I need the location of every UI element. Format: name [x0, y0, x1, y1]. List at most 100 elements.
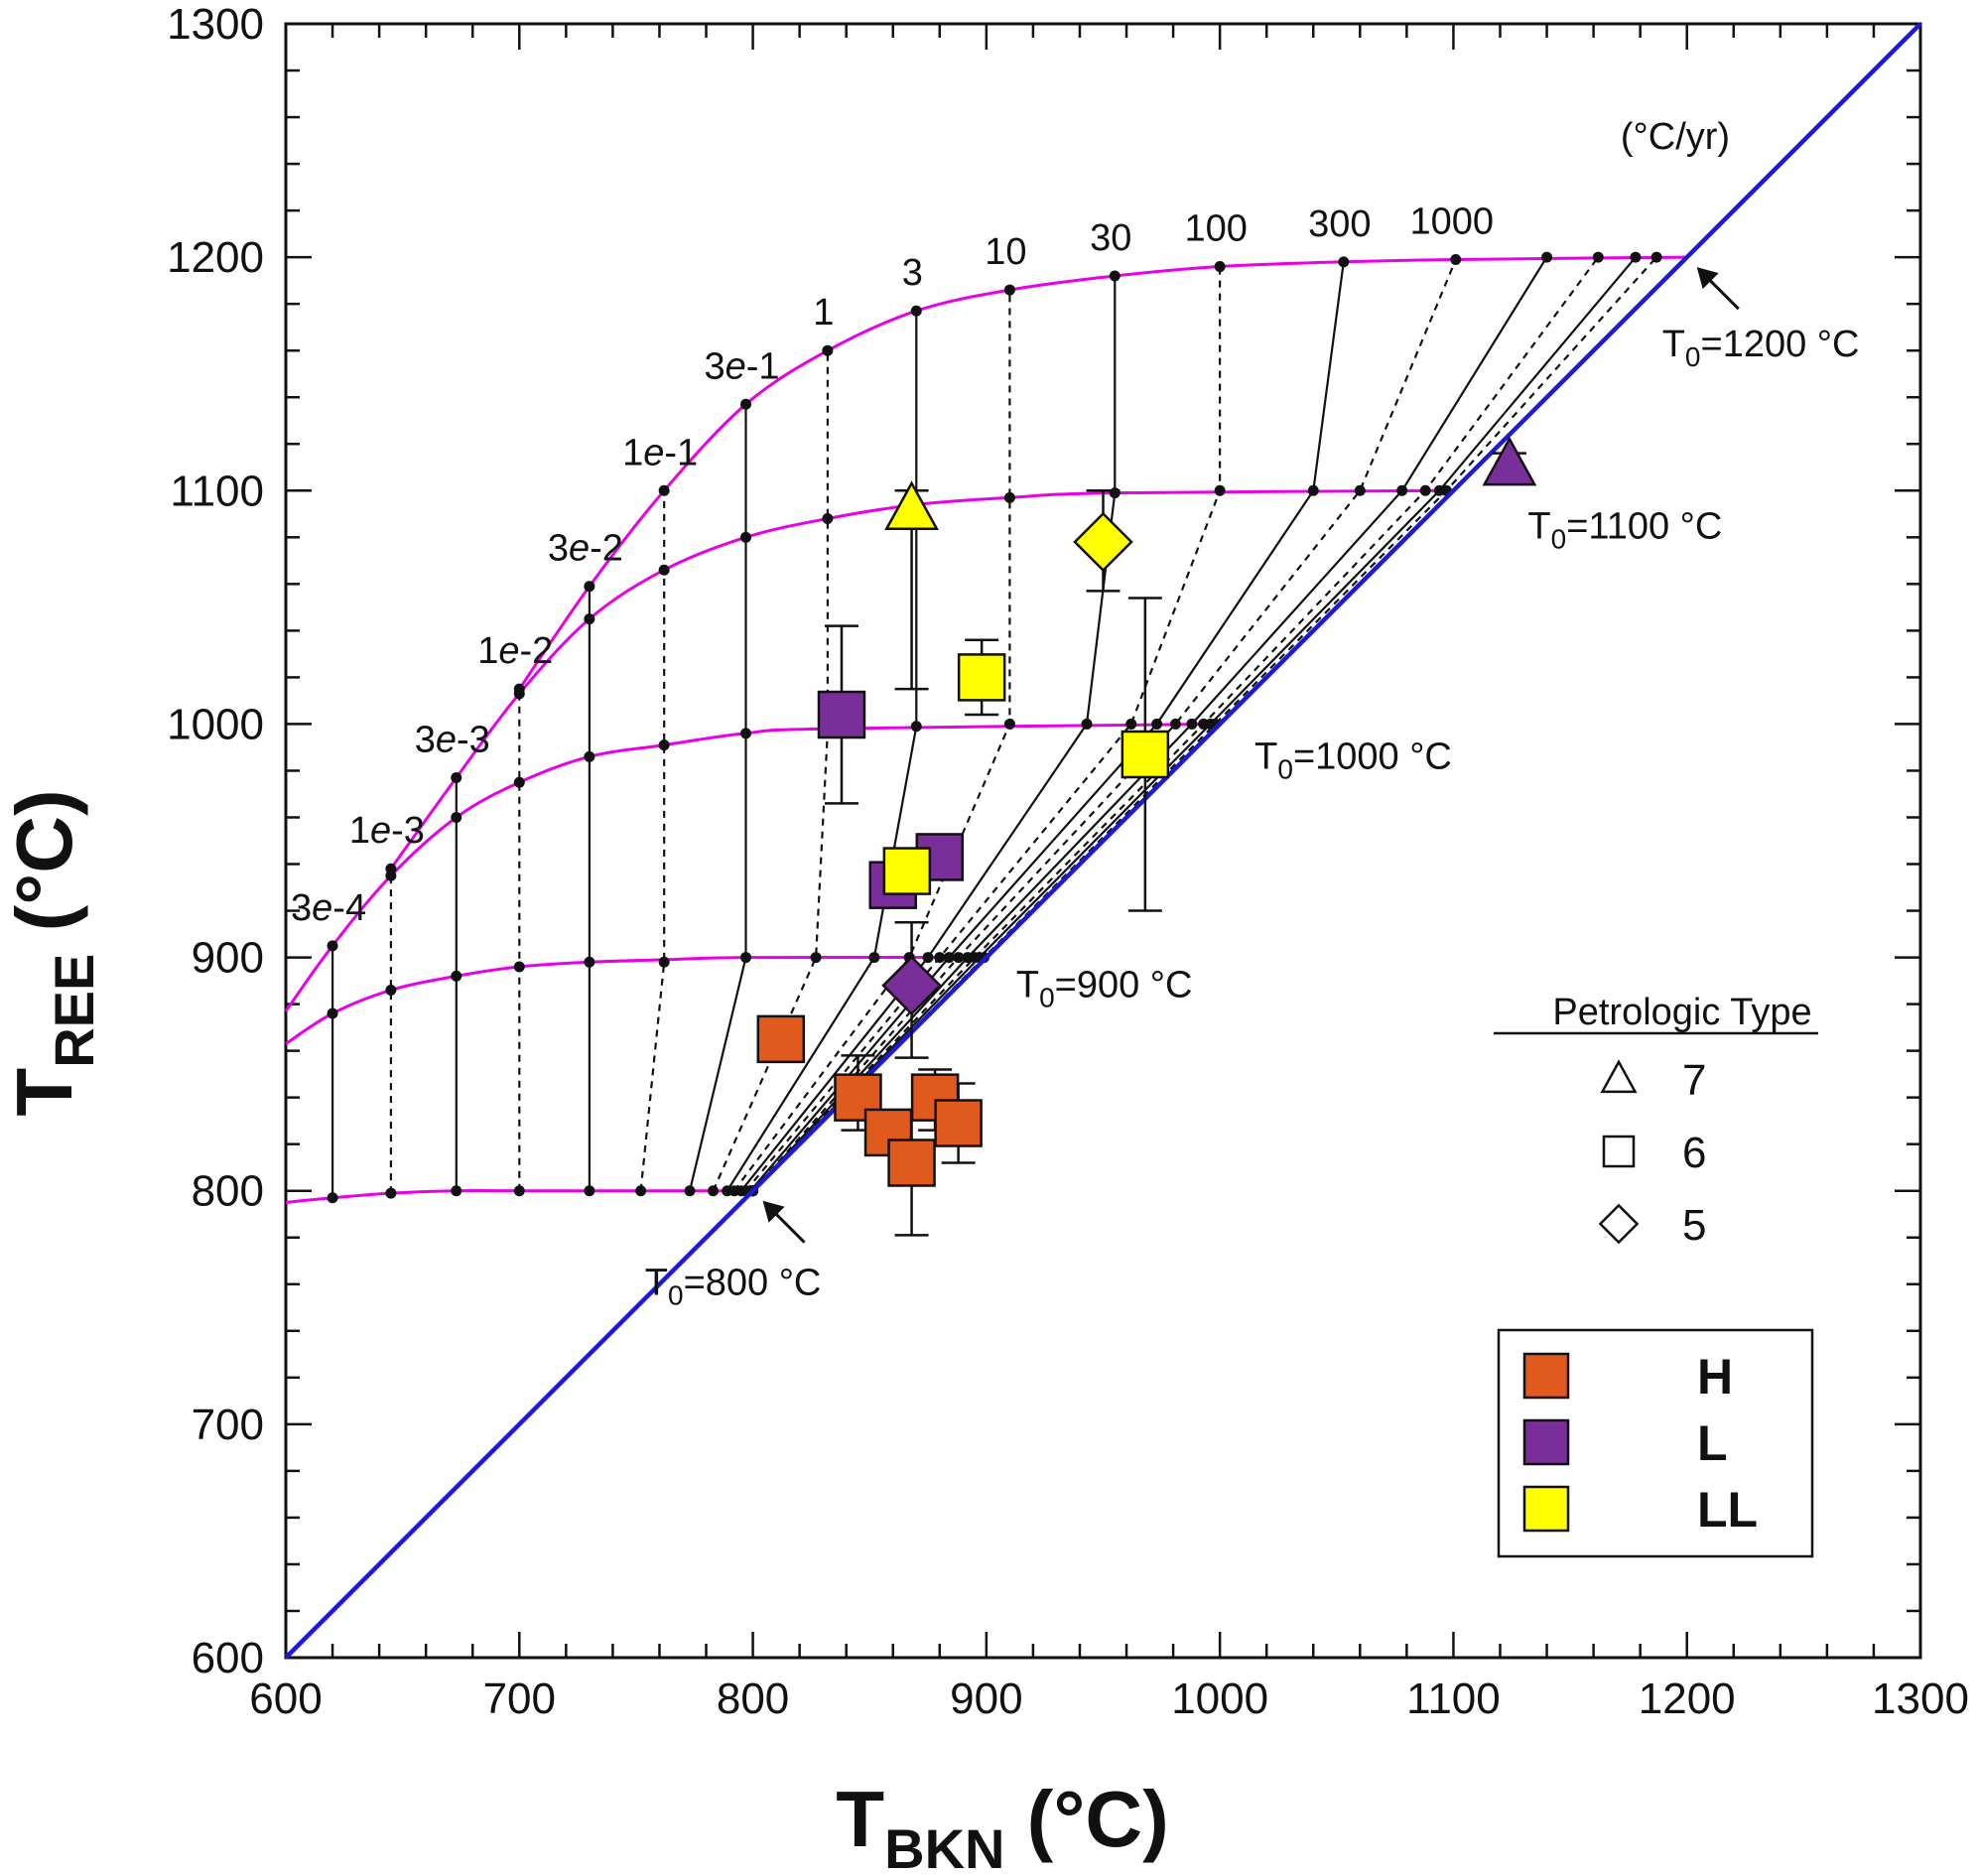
- grid-node: [385, 863, 397, 874]
- cooling-rate-curve: [751, 259, 1457, 1192]
- isotherm-curve-900: [285, 955, 987, 1045]
- cooling-rate-label: 3e-4: [291, 887, 366, 929]
- grid-node: [868, 952, 880, 964]
- cooling-rate-label: 3: [902, 252, 923, 294]
- legend-marker-diamond: [1598, 1203, 1640, 1245]
- grid-node: [658, 564, 670, 576]
- petrologic-type-legend-entries: 7 6 5: [1598, 1056, 1706, 1250]
- isotherm-curve-1200: [518, 255, 1687, 691]
- cooling-rate-curve: [744, 266, 1222, 1192]
- grid-node: [658, 484, 670, 496]
- legend-group-label: H: [1697, 1349, 1733, 1405]
- t0-label-1200: T0=1200 °C: [1662, 324, 1860, 372]
- x-axis-title-sub: BKN: [884, 1817, 1004, 1876]
- cooling-rate-label: 3e-1: [704, 345, 779, 387]
- grid-node: [584, 581, 595, 593]
- grid-node: [451, 772, 462, 784]
- one-to-one-line: [284, 22, 1922, 1660]
- grid-node: [1214, 261, 1226, 273]
- y-tick-label: 900: [192, 934, 264, 983]
- y-tick-label: 1000: [167, 700, 264, 748]
- sample-marker-l: [881, 955, 942, 1016]
- grid-node: [1125, 718, 1137, 730]
- one-to-one-line-layer: [284, 22, 1922, 1660]
- cooling-rate-label: 30: [1090, 217, 1131, 259]
- sample-marker-l: [1482, 436, 1537, 486]
- legend-swatch-l: [1522, 1418, 1570, 1466]
- grid-node: [1592, 251, 1604, 263]
- sample-markers-layer: [756, 436, 1537, 1187]
- grid-node: [922, 952, 934, 964]
- grid-node: [513, 683, 525, 695]
- x-axis-title-unit: (°C): [1004, 1775, 1168, 1863]
- t0-labels-layer: T0=800 °C T0=900 °C T0=1000 °C T0=1100 °C T0…: [645, 267, 1860, 1311]
- y-axis-title-main: T: [0, 1068, 88, 1117]
- x-tick-label: 1300: [1872, 1675, 1969, 1723]
- grid-node: [327, 1007, 338, 1019]
- sample-marker-h: [887, 1139, 936, 1187]
- grid-node: [1109, 270, 1121, 282]
- grid-node: [1630, 251, 1642, 263]
- grid-node: [810, 952, 822, 964]
- cooling-rate-label: 1000: [1410, 201, 1495, 242]
- grid-node: [1151, 718, 1163, 730]
- y-axis-title: TREE (°C): [0, 789, 105, 1116]
- grid-node: [1003, 718, 1015, 730]
- grid-node: [1650, 251, 1662, 263]
- grid-node: [740, 398, 752, 410]
- grid-node: [1307, 484, 1319, 496]
- grid-node: [822, 513, 834, 525]
- grid-node: [584, 1185, 595, 1197]
- t0-label-800: T0=800 °C: [645, 1263, 822, 1311]
- legend-group-label: LL: [1697, 1482, 1758, 1538]
- petrologic-type-legend: Petrologic Type 7 6 5: [1494, 992, 1818, 1250]
- grid-node: [451, 1185, 462, 1197]
- grid-node: [327, 1192, 338, 1204]
- sample-marker-ll: [882, 847, 932, 895]
- grid-node: [1214, 484, 1226, 496]
- grid-node: [1003, 284, 1015, 296]
- grid-node: [822, 344, 834, 356]
- x-axis-title-main: T: [836, 1775, 884, 1863]
- grid-node: [740, 728, 752, 739]
- legend-type-label: 5: [1682, 1201, 1706, 1250]
- legend-marker-triangle: [1600, 1059, 1638, 1094]
- grid-node: [658, 956, 670, 968]
- t0-arrow-head: [1696, 267, 1719, 290]
- grid-node: [1354, 484, 1366, 496]
- grid-node: [1186, 718, 1198, 730]
- grid-node: [513, 961, 525, 973]
- grid-node: [451, 811, 462, 823]
- t0-label-900: T0=900 °C: [1016, 965, 1193, 1013]
- legend-type-label: 7: [1682, 1056, 1706, 1105]
- cooling-rate-label: 300: [1308, 203, 1371, 245]
- y-tick-label: 1100: [170, 467, 264, 515]
- x-tick-label: 900: [950, 1675, 1022, 1723]
- petrologic-type-legend-title: Petrologic Type: [1552, 992, 1811, 1033]
- sample-marker-l: [817, 690, 866, 739]
- grid-node: [327, 940, 338, 952]
- cooling-rate-curve: [751, 256, 1657, 1192]
- x-tick-label: 800: [717, 1675, 789, 1723]
- cooling-rate-label: 1e-3: [349, 810, 425, 852]
- legend-type-label: 6: [1682, 1129, 1706, 1177]
- grid-node: [953, 952, 965, 964]
- grid-node: [740, 531, 752, 543]
- grid-node: [934, 952, 946, 964]
- isotherm-curves-layer: [284, 255, 1687, 1204]
- y-tick-label: 1200: [167, 233, 264, 282]
- legend-group-label: L: [1697, 1415, 1728, 1471]
- grid-node: [1396, 484, 1408, 496]
- x-axis-title: TBKN (°C): [836, 1775, 1168, 1876]
- plot-area-frame: [284, 22, 1922, 1660]
- grid-node: [385, 1187, 397, 1199]
- y-tick-label: 700: [192, 1401, 264, 1449]
- grid-node: [910, 305, 922, 317]
- grid-node: [684, 1185, 696, 1197]
- grid-node: [513, 776, 525, 788]
- sample-marker-ll: [957, 653, 1006, 702]
- tick-labels-layer: 600 700 800 900 1000 1100 1200 1300600700800900…: [167, 0, 1969, 1723]
- legend-swatch-h: [1522, 1352, 1570, 1400]
